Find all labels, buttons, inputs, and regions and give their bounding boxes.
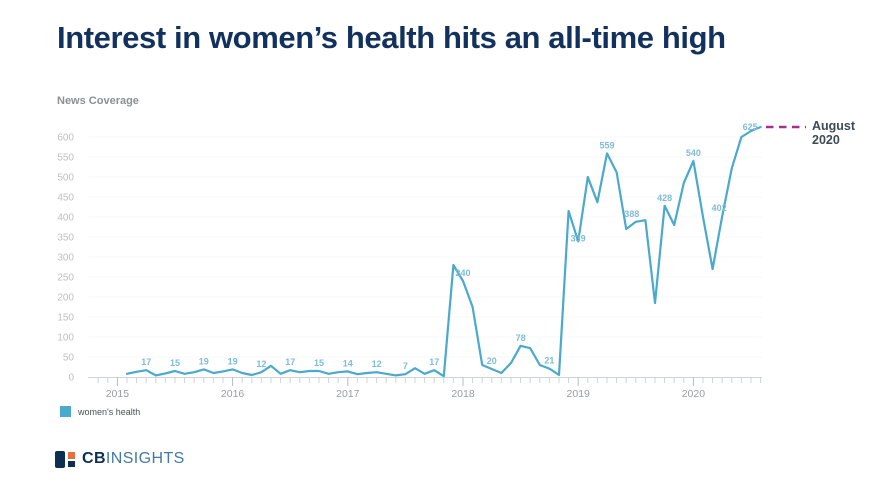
y-tick-label: 250: [57, 273, 74, 284]
data-labels: 17 15 19 19 12 17 15 14 12 7 17 240 20 78 21 339 559 388 4…: [141, 122, 757, 371]
y-tick-label: 600: [57, 133, 74, 144]
y-tick-label: 0: [68, 373, 74, 384]
data-label: 12: [256, 359, 266, 369]
page-title: Interest in women’s health hits an all-t…: [57, 20, 726, 55]
y-tick-label: 350: [57, 233, 74, 244]
y-axis-labels: 0 50 100 150 200 250 300 350 400 450 500 550 600: [57, 133, 74, 384]
data-label: 428: [657, 193, 672, 203]
legend-swatch: [60, 406, 71, 417]
x-axis: 2015 2016 2017 2018 2019 2020: [88, 377, 762, 400]
y-tick-label: 500: [57, 173, 74, 184]
chart-legend: women's health: [60, 406, 140, 417]
y-tick-label: 200: [57, 293, 74, 304]
data-label: 15: [170, 358, 180, 368]
cbinsights-logo-text: CBINSIGHTS: [82, 450, 185, 468]
x-tick-label: 2015: [106, 388, 130, 400]
data-label: 17: [429, 357, 439, 367]
gridlines: [88, 136, 762, 358]
data-label: 540: [686, 148, 701, 158]
y-tick-label: 400: [57, 213, 74, 224]
data-label: 14: [343, 358, 353, 368]
annotation-label: August 2020: [812, 119, 856, 147]
data-label: 339: [571, 233, 586, 243]
data-label: 15: [314, 358, 324, 368]
cbinsights-logo: CBINSIGHTS: [55, 450, 185, 468]
x-tick-label: 2017: [336, 388, 360, 400]
logo-text-bold: CB: [82, 450, 106, 467]
x-tick-label: 2019: [567, 388, 591, 400]
chart-line: [125, 125, 762, 378]
data-label: 559: [599, 140, 614, 150]
y-tick-label: 100: [57, 333, 74, 344]
data-label: 625: [743, 122, 758, 132]
x-tick-label: 2016: [221, 388, 245, 400]
data-label: 388: [624, 209, 639, 219]
data-label: 78: [516, 333, 526, 343]
y-tick-label: 50: [63, 353, 75, 364]
data-label: 19: [199, 356, 209, 366]
data-label: 240: [455, 268, 470, 278]
y-axis-title: News Coverage: [57, 95, 139, 107]
legend-label: women's health: [78, 406, 141, 417]
y-tick-label: 450: [57, 193, 74, 204]
y-tick-label: 550: [57, 153, 74, 164]
data-label: 7: [403, 361, 408, 371]
data-label: 19: [228, 356, 238, 366]
data-label: 12: [372, 359, 382, 369]
data-label: 17: [141, 357, 151, 367]
x-tick-label: 2020: [682, 388, 706, 400]
x-tick-label: 2018: [451, 388, 475, 400]
y-tick-label: 300: [57, 253, 74, 264]
data-label: 21: [544, 356, 554, 366]
logo-text-light: INSIGHTS: [105, 450, 185, 467]
data-label: 20: [487, 356, 497, 366]
y-tick-label: 150: [57, 313, 74, 324]
data-label: 17: [285, 357, 295, 367]
cbinsights-logo-icon: [55, 450, 76, 468]
data-label: 402: [712, 203, 727, 213]
